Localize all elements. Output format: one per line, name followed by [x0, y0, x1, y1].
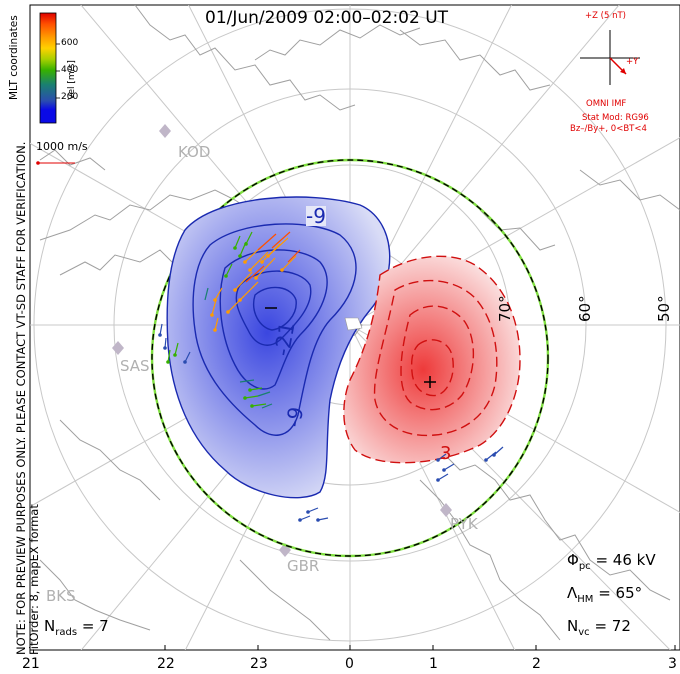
velocity-tick-200: 200: [61, 92, 79, 102]
n-rads-value: = 7: [81, 617, 109, 635]
positive-focus-marker: [424, 376, 436, 388]
station-label-kod: KOD: [178, 143, 211, 161]
n-rads-subscript: rads: [55, 627, 78, 638]
station-label-sas: SAS: [120, 357, 150, 375]
imf-source-label: OMNI IMF: [586, 99, 627, 109]
n-vc-symbol: N: [567, 617, 579, 635]
contour-label-neg-bottom: -9: [281, 405, 309, 429]
station-marker-pyk: [440, 503, 452, 517]
mlt-tick-22: 22: [157, 656, 175, 672]
positive-cell: [343, 255, 521, 464]
mlt-tick-2: 2: [532, 656, 541, 672]
imf-conditions-label: Bz–/By+, 0<BT<4: [570, 124, 647, 134]
station-label-bks: BKS: [46, 587, 76, 605]
colorbar-ticks: [56, 43, 60, 99]
mlt-coordinates-label: MLT coordinates: [8, 15, 20, 100]
n-vc-subscript: vc: [578, 627, 590, 638]
hm-boundary-dashed: [151, 159, 549, 557]
mlt-tick-0: 0: [345, 656, 354, 672]
station-marker-sas: [112, 341, 124, 355]
n-vc-value: = 72: [594, 617, 631, 635]
velocity-colorbar: [39, 12, 57, 124]
latitude-label-70: 70°: [496, 295, 514, 322]
phi-pc-value: = 46 kV: [595, 551, 656, 569]
n-rads-symbol: N: [44, 617, 56, 635]
velocity-tick-400: 400: [61, 65, 79, 75]
station-label-gbr: GBR: [287, 557, 320, 575]
phi-symbol: Φ: [567, 551, 579, 569]
mlt-tick-23: 23: [250, 656, 268, 672]
n-vc-stat: Nvc = 72: [567, 619, 631, 638]
lambda-hm-value: = 65°: [598, 584, 643, 602]
preview-warning-note: NOTE: FOR PREVIEW PURPOSES ONLY. PLEASE …: [14, 141, 28, 655]
latitude-label-50: 50°: [655, 295, 673, 322]
imf-z-label: +Z (5 nT): [585, 11, 626, 21]
reference-vector-dot: [36, 161, 40, 165]
pole-marker: [344, 317, 363, 331]
stat-model-label: Stat Mod: RG96: [582, 113, 649, 123]
contour-label-neg-top: -9: [306, 204, 326, 228]
n-rads-stat: Nrads = 7: [44, 619, 109, 638]
map-title: 01/Jun/2009 02:00–02:02 UT: [205, 8, 449, 28]
velocity-tick-600: 600: [61, 38, 79, 48]
lambda-subscript: HM: [577, 594, 594, 605]
plot-frame: [29, 4, 680, 651]
reference-vector-label: 1000 m/s: [36, 140, 88, 153]
mlt-tick-1: 1: [429, 656, 438, 672]
mlt-tick-21: 21: [22, 656, 40, 672]
latitude-label-60: 60°: [576, 295, 594, 322]
velocity-vectors: [158, 231, 504, 522]
phi-pc-stat: Φpc = 46 kV: [567, 553, 656, 572]
contour-label-neg-center: -21: [270, 319, 300, 358]
imf-dial: [580, 30, 640, 85]
lambda-symbol: Λ: [567, 584, 578, 602]
imf-y-label: +Y: [626, 57, 639, 67]
lambda-hm-stat: ΛHM = 65°: [567, 586, 642, 605]
station-marker-kod: [159, 124, 171, 138]
station-label-pyk: PYK: [450, 515, 478, 533]
mlt-axis-ticks: [29, 645, 676, 650]
fit-order-note: FitOrder: 8, mapEX format: [27, 504, 41, 655]
negative-cell: [166, 196, 391, 499]
mlt-tick-3: 3: [668, 656, 677, 672]
contour-label-pos: 3: [440, 443, 452, 464]
phi-subscript: pc: [578, 561, 591, 572]
